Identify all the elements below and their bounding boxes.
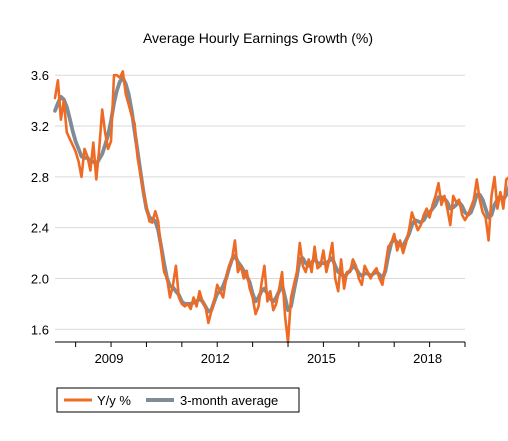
x-tick-label: 2015 [307,351,336,366]
legend-label-yy: Y/y % [97,393,131,408]
x-tick-label: 2009 [95,351,124,366]
legend-box [56,387,300,413]
legend: Y/y % 3-month average [56,387,300,413]
y-axis-tick-labels: 1.6 2.0 2.4 2.8 3.2 3.6 [31,68,49,337]
legend-label-3m-avg: 3-month average [180,393,278,408]
y-tick-label: 3.6 [31,68,49,83]
x-axis: 2009 2012 2015 2018 [55,341,466,366]
y-tick-label: 3.2 [31,119,49,134]
y-tick-label: 2.0 [31,271,49,286]
x-tick-label: 2018 [413,351,442,366]
chart-title: Average Hourly Earnings Growth (%) [143,30,373,46]
x-tick-label: 2012 [201,351,230,366]
series-lines [53,70,508,344]
series-line-yy [53,70,508,344]
y-tick-label: 2.8 [31,170,49,185]
y-tick-label: 2.4 [31,221,49,236]
y-tick-label: 1.6 [31,322,49,337]
